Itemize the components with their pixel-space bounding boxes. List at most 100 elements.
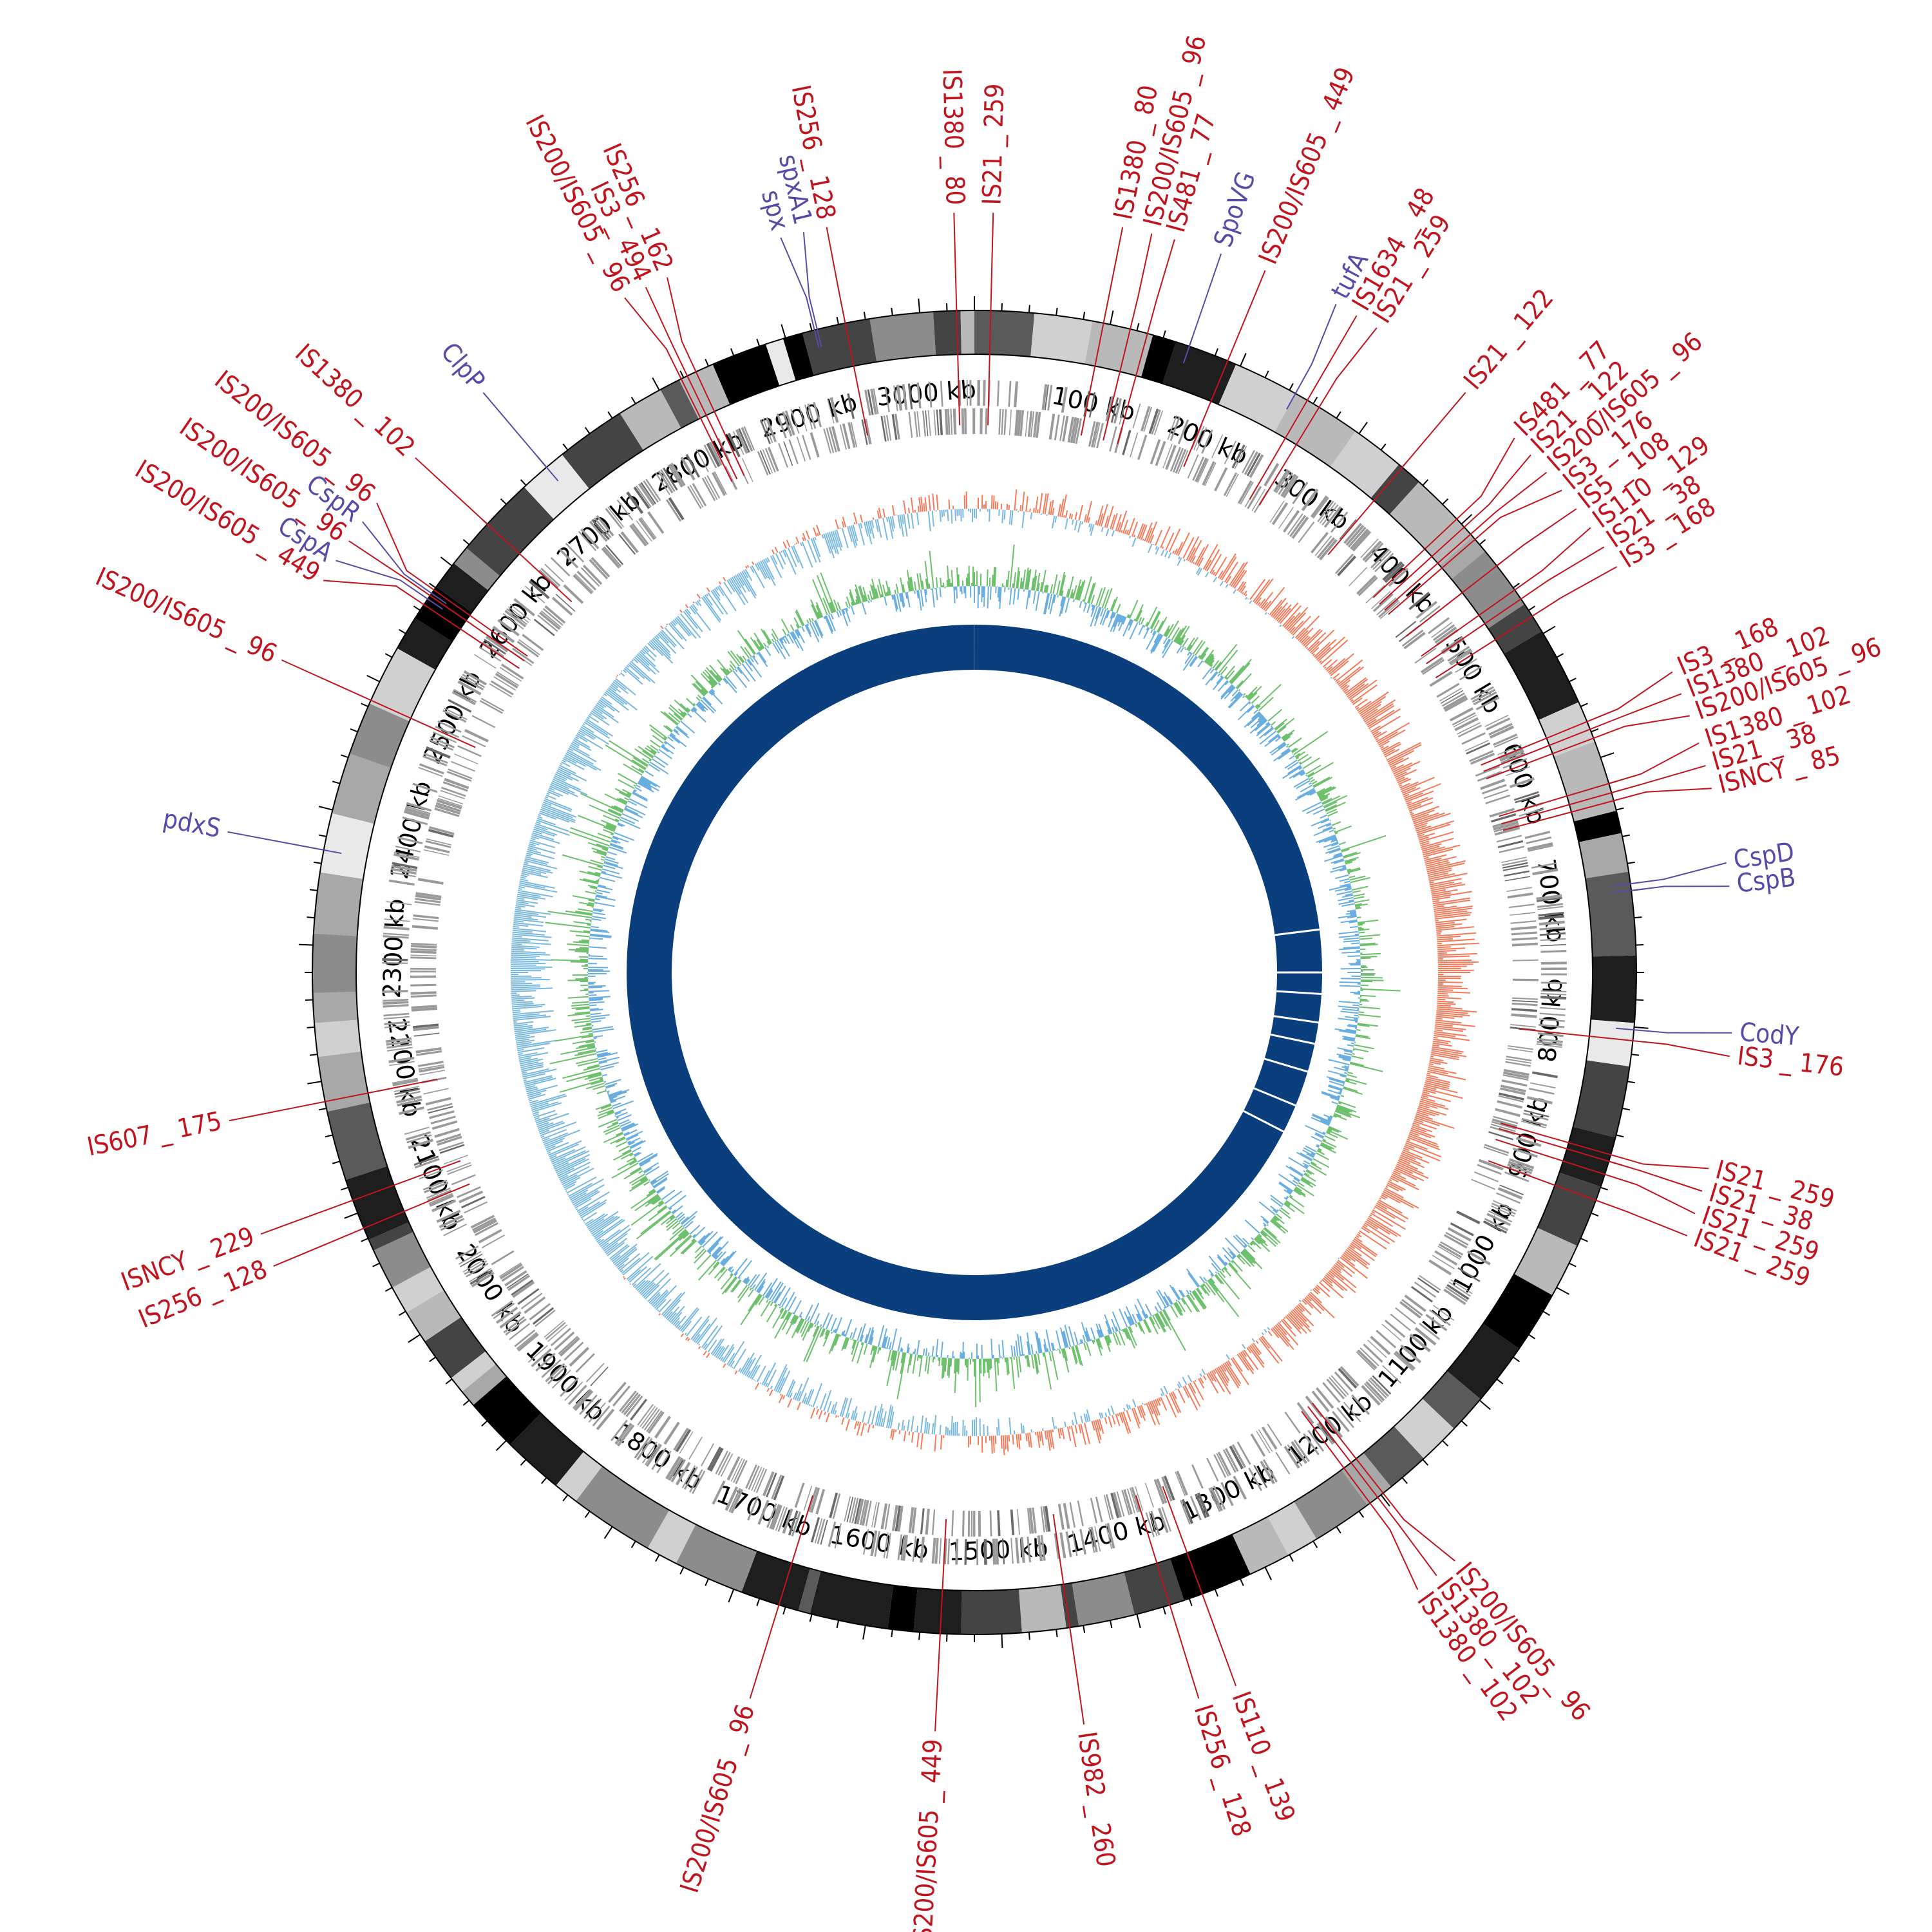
cds-bar: [527, 1345, 548, 1363]
cds-bar: [419, 1066, 445, 1073]
cds-bar: [415, 1047, 442, 1054]
cds-bar: [1539, 932, 1566, 936]
cds-bar: [1017, 410, 1022, 436]
cds-bar: [1296, 1402, 1314, 1425]
tick-mark: [520, 479, 527, 486]
cds-bar: [429, 1194, 454, 1207]
cds-bar: [1511, 931, 1537, 936]
cds-bar: [533, 618, 555, 636]
cds-bar: [384, 1021, 410, 1026]
annotation-leader-line: [1499, 742, 1700, 817]
cds-bar: [788, 1510, 799, 1536]
cds-bar: [665, 498, 682, 522]
tick-mark: [1056, 307, 1058, 316]
cds-bar: [1376, 597, 1397, 616]
cds-bar: [1105, 395, 1114, 422]
cds-bar: [417, 878, 444, 885]
cds-bar: [1271, 502, 1289, 526]
cds-bar: [511, 1279, 533, 1296]
cds-bar: [545, 1321, 566, 1340]
cds-bar: [593, 517, 612, 538]
annotation-leader-line: [1162, 1486, 1237, 1687]
cds-bar: [998, 408, 1001, 435]
cds-bar: [520, 1293, 543, 1310]
cds-bar: [589, 559, 609, 580]
cds-bar: [1167, 415, 1177, 440]
cds-bar: [1457, 1267, 1481, 1282]
cds-bar: [1419, 1274, 1441, 1291]
tick-mark: [1622, 1107, 1631, 1111]
cds-bar: [1334, 1371, 1353, 1392]
cds-bar: [498, 1262, 522, 1278]
cds-bar: [1511, 942, 1538, 947]
gc-content-high: [545, 544, 1401, 1408]
cds-bar: [1512, 1147, 1538, 1158]
cds-bar: [741, 458, 753, 482]
outer-block: [1573, 810, 1622, 842]
cds-bar: [1352, 530, 1372, 552]
tick-mark: [918, 1632, 921, 1640]
cds-bar: [471, 1271, 495, 1288]
annotation-leader-line: [1080, 227, 1124, 436]
outer-block: [1370, 464, 1419, 515]
cds-bar: [1456, 1210, 1481, 1225]
cds-bar: [397, 836, 423, 844]
inner-ring: [627, 625, 1323, 1320]
cds-bar: [880, 415, 887, 442]
tick-mark: [445, 1378, 453, 1385]
cds-bar: [1369, 1377, 1390, 1397]
cds-bar: [641, 1407, 658, 1429]
cds-bar: [1499, 1184, 1524, 1196]
cds-bar: [839, 424, 847, 450]
cds-bar: [1216, 1453, 1229, 1477]
cds-bar: [564, 1381, 583, 1401]
cds-bar: [575, 1353, 595, 1373]
cds-bar: [925, 410, 929, 437]
cds-bar: [896, 384, 903, 411]
cds-bar: [431, 1199, 457, 1213]
tick-mark: [350, 728, 358, 733]
cds-bar: [831, 426, 840, 452]
tick-mark: [1556, 1287, 1569, 1295]
cds-bar: [1540, 981, 1567, 985]
cds-bar: [1473, 691, 1497, 706]
cds-bar: [1526, 836, 1552, 844]
outer-block: [1573, 1060, 1630, 1138]
cds-bar: [1491, 1121, 1517, 1130]
cds-bar: [410, 991, 437, 995]
cds-bar: [1455, 658, 1478, 673]
cds-bar: [413, 1155, 439, 1166]
cds-bar: [687, 486, 702, 509]
cds-bar: [620, 531, 639, 553]
cds-bar: [474, 654, 497, 669]
cds-bar: [1356, 574, 1377, 595]
cds-bar: [454, 753, 478, 764]
cds-bar: [1283, 1446, 1300, 1469]
tick-mark: [705, 359, 709, 366]
cds-bar: [1287, 513, 1303, 535]
cds-bar: [457, 1186, 481, 1198]
cds-bar: [514, 1329, 536, 1347]
cds-bar: [431, 1120, 458, 1130]
cds-bar: [1062, 415, 1069, 442]
cds-bar: [1393, 1352, 1414, 1372]
cds-bar: [1289, 515, 1307, 537]
annotation-leader-line: [667, 277, 745, 477]
tick-label: 2300 kb: [377, 898, 410, 999]
tick-mark: [309, 1054, 318, 1056]
cds-bar: [418, 766, 443, 777]
cds-bar: [933, 410, 936, 436]
cds-bar: [938, 409, 943, 435]
tick-mark: [1622, 834, 1631, 838]
cds-bar: [799, 406, 808, 431]
cds-bar: [1037, 1535, 1043, 1562]
cds-bar: [1196, 427, 1208, 451]
tick-mark: [1627, 861, 1635, 864]
tick-mark: [1289, 1554, 1294, 1562]
annotation-leader-line: [323, 580, 520, 669]
cds-bar: [384, 918, 410, 922]
cds-bar: [516, 1332, 538, 1350]
cds-bar: [886, 415, 892, 441]
outer-block: [1482, 1274, 1553, 1349]
cds-bar: [688, 1436, 703, 1460]
